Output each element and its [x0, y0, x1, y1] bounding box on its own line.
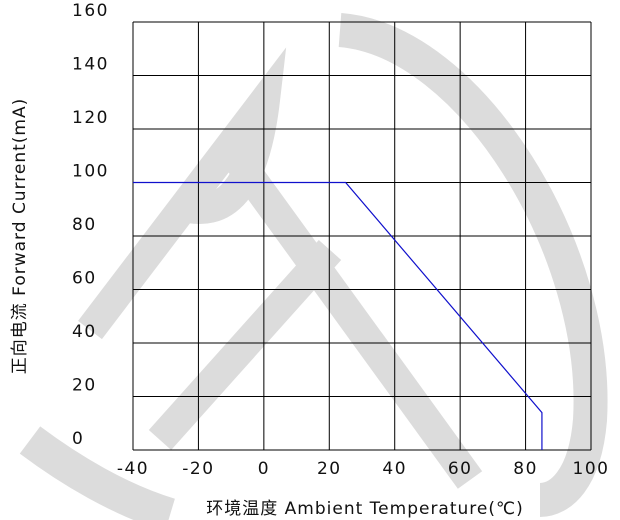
x-tick-label: 20 [317, 459, 342, 479]
y-tick-label: 20 [72, 376, 97, 396]
x-tick-label: 100 [573, 459, 610, 479]
y-tick-label: 40 [72, 322, 97, 342]
y-tick-label: 60 [72, 269, 97, 289]
x-tick-label: 40 [382, 459, 407, 479]
y-tick-labels: 0 20 40 60 80 100 120 140 160 [72, 1, 109, 449]
y-tick-label: 100 [72, 162, 109, 182]
y-tick-label: 140 [72, 55, 109, 75]
x-tick-label: 60 [448, 459, 473, 479]
y-tick-label: 160 [72, 1, 109, 21]
watermark-stroke-c [338, 13, 608, 517]
grid [132, 21, 592, 451]
x-tick-label: -40 [117, 459, 149, 479]
series-line [133, 181, 543, 450]
watermark-stroke-arc [19, 426, 176, 520]
x-tick-labels: -40 -20 0 20 40 60 80 100 [117, 459, 610, 479]
x-tick-label: 0 [258, 459, 270, 479]
y-tick-label: 120 [72, 108, 109, 128]
x-tick-label: -20 [182, 459, 214, 479]
series-group [133, 181, 543, 450]
watermark-stroke-t [148, 151, 483, 489]
y-axis-label: 正向电流 Forward Current(mA) [10, 98, 30, 374]
watermark [19, 13, 608, 520]
x-axis-label: 环境温度 Ambient Temperature(℃) [206, 499, 523, 519]
watermark-stroke-d [78, 47, 287, 340]
x-tick-label: 80 [513, 459, 538, 479]
y-tick-label: 0 [72, 429, 84, 449]
y-tick-label: 80 [72, 215, 97, 235]
